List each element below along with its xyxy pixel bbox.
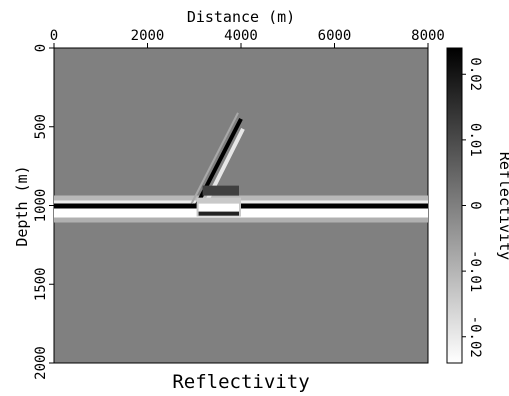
y-tick-label: 1500 xyxy=(33,267,49,301)
y-tick-label: 500 xyxy=(33,114,49,139)
fault-block-dark-band xyxy=(202,185,239,196)
colorbar-tick-label: 0 xyxy=(467,201,483,209)
x-axis: 0 2000 4000 6000 8000 xyxy=(50,28,445,48)
fault-block-white-band xyxy=(198,203,239,212)
reflector-layer xyxy=(54,112,428,223)
x-tick-label: 6000 xyxy=(318,28,352,44)
colorbar-tick-label: -0.01 xyxy=(467,250,483,292)
x-tick-label: 4000 xyxy=(224,28,258,44)
colorbar xyxy=(446,47,463,364)
x-tick-label: 2000 xyxy=(131,28,165,44)
colorbar-tick-label: -0.02 xyxy=(467,316,483,358)
reflector-sidelobe-lower xyxy=(54,217,428,223)
colorbar-tick-label: 0.02 xyxy=(467,57,483,91)
colorbar-tick-label: 0.01 xyxy=(467,123,483,157)
dipping-reflector-sidelobe xyxy=(200,127,245,211)
x-axis-title: Distance (m) xyxy=(187,8,295,26)
dipping-reflector-sidelobe xyxy=(190,112,239,204)
y-tick-label: 2000 xyxy=(33,346,49,380)
y-tick-label: 1000 xyxy=(33,189,49,223)
colorbar-title: Reflectivity xyxy=(496,152,509,260)
fault-block-edge xyxy=(198,211,239,216)
y-tick-label: 0 xyxy=(33,44,49,52)
colorbar-axis: -0.02 -0.01 0 0.01 0.02 xyxy=(462,57,483,358)
chart-title: Reflectivity xyxy=(172,371,309,393)
y-axis: 0 500 1000 1500 2000 xyxy=(33,44,54,380)
x-tick-label: 8000 xyxy=(411,28,445,44)
y-axis-title: Depth (m) xyxy=(13,165,31,246)
x-tick-label: 0 xyxy=(50,28,58,44)
